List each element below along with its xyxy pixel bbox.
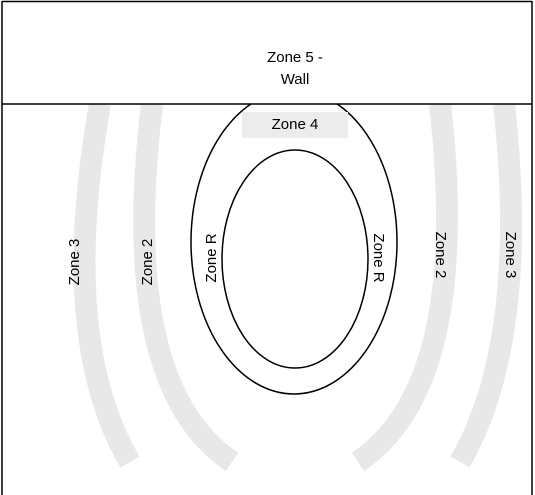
inner-ellipse (221, 149, 369, 369)
zone2-right-arc (351, 102, 458, 472)
zone-label: Zone 2 (139, 239, 156, 286)
arcs (73, 102, 522, 472)
zone-label: Zone 2 (432, 232, 449, 279)
zone-label: Zone 3 (502, 232, 519, 279)
zone-label: Zone 3 (66, 239, 83, 286)
zone-label: Zone R (203, 233, 220, 282)
wall-label: Zone 5 - (267, 49, 323, 66)
zone2-left-arc (133, 102, 239, 472)
zone3-right-arc (450, 102, 522, 468)
zone3-left-arc (73, 102, 140, 468)
zone4-box (242, 112, 348, 138)
zone4-label: Zone 4 (272, 116, 319, 133)
wall-box (2, 2, 532, 104)
wall-label: Wall (281, 71, 310, 88)
zone-label: Zone R (370, 233, 387, 282)
